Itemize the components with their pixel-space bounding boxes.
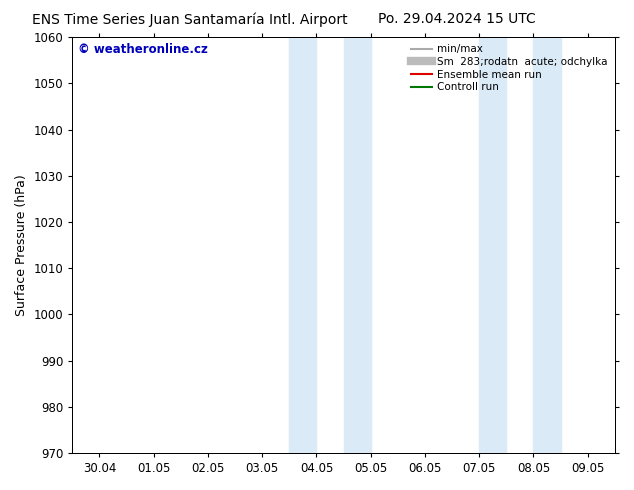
Bar <box>479 37 507 453</box>
Text: ENS Time Series Juan Santamaría Intl. Airport: ENS Time Series Juan Santamaría Intl. Ai… <box>32 12 348 27</box>
Y-axis label: Surface Pressure (hPa): Surface Pressure (hPa) <box>15 174 28 316</box>
Bar <box>344 37 371 453</box>
Bar <box>289 37 316 453</box>
Bar <box>533 37 560 453</box>
Legend: min/max, Sm  283;rodatn  acute; odchylka, Ensemble mean run, Controll run: min/max, Sm 283;rodatn acute; odchylka, … <box>407 40 612 97</box>
Text: © weatheronline.cz: © weatheronline.cz <box>78 44 207 56</box>
Text: Po. 29.04.2024 15 UTC: Po. 29.04.2024 15 UTC <box>378 12 535 26</box>
